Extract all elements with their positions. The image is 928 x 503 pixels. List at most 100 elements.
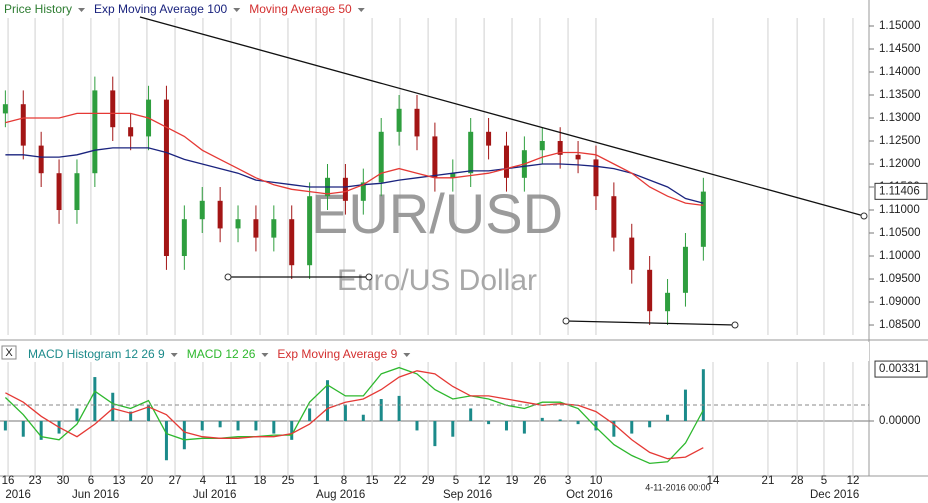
- histogram-bar: [164, 421, 168, 461]
- x-tick-label: 4: [200, 475, 207, 487]
- histogram-bar: [147, 405, 151, 422]
- histogram-bar: [272, 421, 276, 434]
- histogram-bar: [666, 414, 670, 422]
- histogram-bar: [397, 395, 401, 422]
- header-band: [0, 342, 869, 361]
- legend-entry: MACD 12 26: [187, 347, 256, 361]
- histogram-bar: [558, 419, 562, 422]
- histogram-bar: [630, 421, 634, 434]
- candle-body: [307, 196, 313, 266]
- histogram-bar: [326, 380, 330, 422]
- histogram-bar: [648, 421, 652, 428]
- x-month-label: Sep 2016: [443, 489, 492, 501]
- candle-body: [557, 141, 563, 155]
- histogram-bar: [612, 421, 616, 437]
- x-tick-label: 20: [141, 475, 154, 487]
- close-label[interactable]: X: [5, 347, 13, 359]
- close-button[interactable]: [1, 345, 17, 360]
- line-series: [4, 366, 704, 465]
- x-tick-label: 28: [791, 475, 804, 487]
- histogram-bar: [308, 408, 312, 422]
- x-tick-label: 3: [565, 475, 571, 487]
- y-tick-label: 0.00000: [879, 415, 921, 427]
- x-tick-label: 18: [254, 475, 267, 487]
- candle-body: [396, 108, 402, 132]
- y-tick-label: 1.12500: [879, 135, 921, 147]
- trend-line: [139, 16, 865, 217]
- candle-body: [378, 131, 384, 183]
- dropdown-arrow: [261, 353, 269, 357]
- x-tick-label: 23: [29, 475, 42, 487]
- histogram-bar: [93, 377, 97, 422]
- watermark-subtitle: Euro/US Dollar: [337, 264, 537, 297]
- histogram-bar: [451, 421, 455, 437]
- histogram-bar: [433, 421, 437, 447]
- candle-body: [629, 237, 635, 270]
- histogram-bar: [701, 369, 705, 422]
- y-tick-label: 1.13500: [879, 89, 921, 101]
- legend-entry: Exp Moving Average 9: [277, 347, 397, 361]
- candle-body: [432, 136, 438, 178]
- histogram-bar: [129, 411, 133, 422]
- histogram-bar: [504, 421, 508, 431]
- x-month-label: Aug 2016: [316, 489, 365, 501]
- trend-handle: [731, 321, 739, 329]
- y-tick-label: 1.08500: [879, 319, 921, 331]
- y-tick-label: 1.09500: [879, 273, 921, 285]
- y-tick-label: 1.14500: [879, 43, 921, 55]
- x-tick-label: 10: [590, 475, 603, 487]
- line-series: [5, 112, 704, 207]
- candle-body: [163, 99, 169, 257]
- x-tick-label: 26: [534, 475, 547, 487]
- marks: [2, 76, 706, 465]
- x-tick-label: 29: [422, 475, 435, 487]
- histogram-bar: [39, 421, 43, 440]
- legend-entry: Moving Average 50: [249, 2, 352, 16]
- candle-body: [450, 173, 456, 178]
- x-tick-label: 11: [225, 475, 237, 487]
- y-tick-label: 1.15000: [879, 20, 921, 32]
- candle-body: [253, 219, 259, 238]
- watermark: EUR/USD: [311, 182, 563, 245]
- candle-body: [74, 173, 80, 211]
- candle-body: [486, 131, 492, 146]
- candle-body: [575, 154, 581, 160]
- candle-body: [539, 141, 545, 151]
- y-tick-label: 1.12000: [879, 158, 921, 170]
- histogram-bar: [594, 421, 598, 431]
- x-month-label: Jun 2016: [72, 489, 119, 501]
- x-month-label: Jul 2016: [193, 489, 236, 501]
- trend-handle: [365, 273, 373, 281]
- histogram-bar: [200, 421, 204, 431]
- histogram-bar: [3, 421, 7, 431]
- histogram-bar: [111, 392, 115, 422]
- histogram-bar: [487, 421, 491, 425]
- x-tick-label: 12: [847, 475, 860, 487]
- candle-body: [468, 131, 474, 174]
- x-tick-label: 8: [341, 475, 347, 487]
- trend-handle: [860, 212, 868, 220]
- candle-body: [611, 196, 617, 238]
- dropdown-arrow: [78, 8, 86, 12]
- y-tick-label: 1.14000: [879, 66, 921, 78]
- histogram-bar: [522, 421, 526, 434]
- candle-body: [414, 108, 420, 137]
- candle-body: [593, 159, 599, 197]
- x-tick-label: 27: [169, 475, 182, 487]
- last-value-label: 1.11406: [879, 185, 920, 197]
- last-value-label: 0.00331: [879, 363, 921, 375]
- histogram-bar: [236, 421, 240, 431]
- candle-body: [503, 145, 509, 178]
- line-series: [5, 147, 704, 204]
- x-tick-label: 19: [506, 475, 519, 487]
- x-tick-label: 21: [762, 475, 775, 487]
- x-tick-label: 16: [2, 475, 15, 487]
- histogram-bar: [75, 408, 79, 422]
- histogram-bar: [683, 389, 687, 422]
- histogram-bar: [361, 414, 365, 422]
- x-tick-label: 30: [57, 475, 70, 487]
- x-tick-label: 25: [282, 475, 295, 487]
- x-tick-label: 12: [478, 475, 491, 487]
